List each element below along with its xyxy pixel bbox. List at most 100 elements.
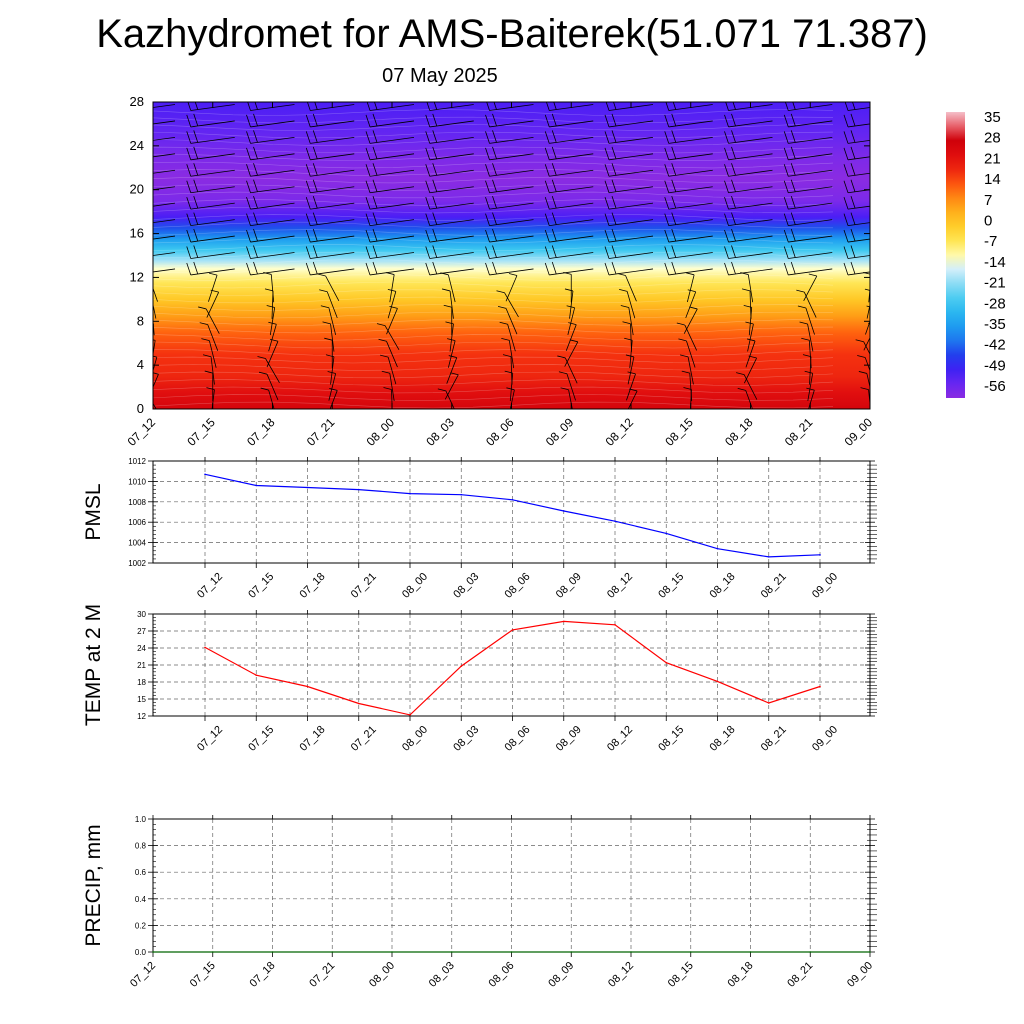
wind-barbs (153, 102, 870, 409)
isotherm-line (153, 334, 834, 341)
y-tick-label: 0.4 (135, 895, 147, 904)
isotherm-line (153, 274, 834, 281)
wind-barb (485, 179, 534, 194)
x-tick-label: 09_00 (810, 571, 840, 601)
wind-barb (425, 113, 474, 128)
data-point (767, 556, 770, 558)
x-tick-label: 08_15 (656, 724, 686, 754)
plot-frame (152, 460, 871, 564)
wind-barb (745, 321, 754, 352)
wind-barb (724, 196, 773, 210)
wind-barb (305, 212, 355, 227)
x-tick-label: 08_00 (367, 960, 397, 990)
wind-barb (664, 228, 713, 243)
isotherm-line (153, 356, 834, 364)
x-tick-label: 08_18 (708, 724, 738, 754)
wind-barb (365, 130, 415, 144)
x-tick-label: 08_21 (759, 571, 789, 601)
y-tick-label: 4 (137, 357, 144, 372)
wind-barb (843, 228, 870, 243)
wind-barb (843, 130, 870, 144)
y-tick-label: 24 (130, 138, 144, 153)
x-tick-label: 08_21 (759, 724, 789, 754)
x-tick-label: 08_15 (666, 960, 696, 990)
wind-barb (246, 130, 295, 144)
x-tick-label: 07_12 (125, 415, 159, 449)
wind-barb (741, 288, 752, 319)
wind-barb (153, 355, 158, 373)
wind-barb (724, 261, 773, 276)
colorbar-label: 28 (984, 130, 1001, 147)
data-point (409, 714, 411, 716)
wind-barb (153, 323, 154, 350)
x-tick-label: 08_15 (656, 571, 686, 601)
wind-barb (664, 130, 713, 144)
y-tick-label: 12 (130, 269, 144, 284)
wind-barb (604, 245, 654, 259)
isotherm-line (153, 326, 834, 334)
y-tick-label: 28 (130, 94, 144, 109)
x-tick-label: 08_15 (662, 415, 696, 449)
wind-barb (558, 371, 576, 401)
wind-barb (803, 273, 818, 301)
wind-barb (857, 355, 870, 372)
wind-barb (386, 306, 398, 335)
wind-barb (843, 212, 870, 227)
wind-barb (724, 245, 773, 259)
isotherm-line (153, 176, 834, 184)
wind-barb (365, 146, 415, 161)
wind-barb (783, 130, 833, 144)
isotherms (153, 109, 834, 409)
colorbar-label: 35 (984, 109, 1001, 126)
precip-panel: 0.0 0.2 0.4 0.6 0.8 1.0 07_12 07_15 07_18 07_21 08… (82, 815, 877, 990)
wind-barb (202, 354, 215, 385)
wind-barb (365, 179, 415, 194)
data-point (211, 951, 214, 953)
isotherm-line (153, 386, 834, 394)
pmsl-panel: 1002 1004 1006 1008 1010 1012 07_12 07_15 07_18 0… (82, 457, 877, 601)
wind-barb (425, 130, 474, 144)
isotherm-line (153, 109, 834, 116)
wind-barb (544, 245, 594, 259)
wind-barb (425, 228, 474, 243)
wind-barb (783, 245, 833, 259)
wind-barb (501, 337, 515, 369)
y-tick-label: 1.0 (135, 815, 147, 824)
wind-barb (441, 288, 454, 319)
wind-barb (186, 113, 235, 128)
x-tick-label: 09_00 (845, 960, 875, 990)
wind-barb (858, 371, 870, 389)
x-tick-label: 08_09 (543, 415, 577, 449)
isotherm-line (153, 379, 834, 386)
wind-barb (322, 321, 335, 352)
isotherm-line (153, 266, 834, 274)
wind-barb (625, 354, 635, 385)
wind-barb (544, 212, 594, 227)
wind-barb (843, 245, 870, 259)
wind-barb (544, 228, 594, 243)
x-tick-label: 08_06 (487, 960, 517, 990)
wind-barb (497, 306, 518, 335)
y-tick-label: 16 (130, 226, 144, 241)
data-point (331, 951, 334, 953)
wind-barb (266, 305, 276, 336)
wind-barb (724, 179, 773, 194)
wind-barb (843, 113, 870, 128)
wind-barb (604, 196, 654, 210)
wind-barb (864, 288, 870, 319)
wind-barb (305, 163, 355, 177)
data-point (665, 532, 668, 535)
wind-barb (153, 235, 176, 240)
x-tick-label: 08_09 (554, 724, 584, 754)
data-point (869, 951, 871, 953)
x-tick-label: 09_00 (810, 724, 840, 754)
wind-barb (425, 163, 474, 177)
wind-barb (622, 321, 632, 352)
wind-barb (783, 196, 833, 210)
wind-barb (153, 316, 155, 336)
data-point (716, 547, 719, 550)
wind-barb (246, 245, 295, 259)
wind-barb (381, 370, 395, 401)
x-tick-label: 07_18 (298, 571, 328, 601)
data-point (570, 951, 573, 953)
